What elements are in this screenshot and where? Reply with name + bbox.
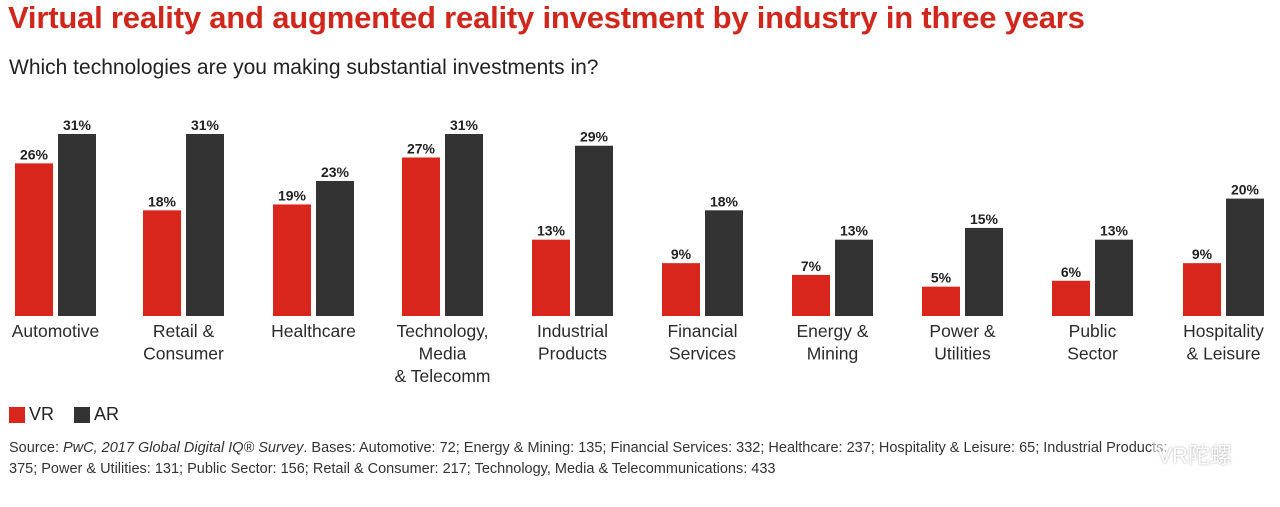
source-survey-name: PwC, 2017 Global Digital IQ® Survey (63, 440, 304, 456)
category-label-line: Services (669, 344, 736, 364)
bar-group: 9% 18% Financial Services (662, 193, 743, 364)
data-label-vr: 18% (148, 193, 177, 209)
category-label-line: Industrial (537, 321, 608, 341)
bar-vr (532, 239, 570, 316)
category-label: Hospitality & Leisure (1183, 321, 1264, 364)
category-label: Public Sector (1067, 321, 1118, 364)
data-label-ar: 20% (1231, 182, 1260, 198)
bar-vr (143, 210, 181, 316)
category-label-line: Financial (667, 321, 737, 341)
source-note: Source: PwC, 2017 Global Digital IQ® Sur… (9, 438, 1199, 480)
bar-vr (1183, 263, 1221, 316)
legend-label-vr: VR (29, 404, 55, 424)
data-label-vr: 13% (537, 223, 566, 239)
category-label-line: Public (1069, 321, 1117, 341)
legend-label-ar: AR (94, 404, 120, 424)
category-label-line: Sector (1067, 344, 1118, 364)
bar-group: 6% 13% Public Sector (1052, 223, 1133, 364)
bar-vr (273, 204, 311, 316)
category-label: Industrial Products (537, 321, 608, 364)
legend: VR AR (9, 404, 139, 425)
source-label: Source: (9, 440, 63, 456)
data-label-vr: 19% (278, 187, 307, 203)
category-label-line: Automotive (12, 321, 100, 341)
bar-ar (186, 134, 224, 316)
category-label-line: & Leisure (1187, 344, 1261, 364)
category-label-line: Mining (807, 344, 859, 364)
data-label-ar: 31% (63, 117, 92, 133)
data-label-vr: 27% (407, 140, 436, 156)
data-label-ar: 13% (1100, 223, 1129, 239)
category-label-line: Consumer (143, 344, 224, 364)
bar-ar (965, 227, 1003, 316)
data-label-ar: 29% (580, 129, 609, 145)
category-label: Energy & Mining (797, 321, 869, 364)
data-label-vr: 26% (20, 146, 49, 162)
category-label-line: Technology, (396, 321, 488, 341)
category-label-line: Healthcare (271, 321, 356, 341)
data-label-ar: 13% (840, 223, 869, 239)
bar-ar (575, 145, 613, 316)
bar-vr (15, 163, 53, 316)
bar-ar (58, 134, 96, 316)
chart-subtitle: Which technologies are you making substa… (9, 56, 599, 79)
chart-title: Virtual reality and augmented reality in… (8, 0, 1085, 35)
category-label: Technology, Media & Telecomm (395, 321, 491, 386)
bar-group: 27% 31% Technology, Media & Telecomm (395, 117, 491, 386)
bar-ar (835, 239, 873, 316)
data-label-ar: 18% (710, 193, 739, 209)
bar-chart: 26% 31% Automotive 18% 31% Retail & Consumer 19… (12, 117, 1264, 386)
data-label-vr: 5% (931, 270, 952, 286)
category-label-line: Hospitality (1183, 321, 1264, 341)
source-bases: . Bases: Automotive: 72; Energy & Mining… (9, 440, 1168, 477)
bar-group: 26% 31% Automotive (12, 117, 100, 341)
legend-item-ar: AR (74, 404, 119, 425)
bar-ar (1226, 198, 1264, 316)
legend-item-vr: VR (9, 404, 54, 425)
bar-vr (402, 157, 440, 316)
bar-ar (316, 180, 354, 316)
bar-vr (1052, 280, 1090, 316)
data-label-vr: 9% (1192, 246, 1213, 262)
bar-group: 5% 15% Power & Utilities (922, 211, 1003, 364)
category-label-line: & Telecomm (395, 366, 491, 386)
category-label: Financial Services (667, 321, 737, 364)
bar-vr (662, 263, 700, 316)
legend-swatch-ar (74, 406, 91, 423)
category-label-line: Utilities (934, 344, 991, 364)
legend-swatch-vr (9, 406, 25, 423)
bar-vr (792, 274, 830, 316)
category-label-line: Energy & (797, 321, 869, 341)
category-label-line: Retail & (153, 321, 215, 341)
bar-ar (445, 134, 483, 316)
bar-group: 18% 31% Retail & Consumer (143, 117, 224, 364)
data-label-vr: 6% (1061, 264, 1082, 280)
data-label-ar: 31% (191, 117, 220, 133)
category-label: Power & Utilities (929, 321, 995, 364)
bar-group: 7% 13% Energy & Mining (792, 223, 873, 364)
bar-ar (705, 210, 743, 316)
data-label-ar: 23% (321, 164, 350, 180)
category-label-line: Products (538, 344, 607, 364)
bar-ar (1095, 239, 1133, 316)
bar-group: 19% 23% Healthcare (271, 164, 356, 341)
category-label-line: Power & (929, 321, 995, 341)
bar-group: 9% 20% Hospitality & Leisure (1183, 182, 1264, 364)
data-label-vr: 7% (801, 258, 822, 274)
data-label-vr: 9% (671, 246, 692, 262)
data-label-ar: 15% (970, 211, 999, 227)
category-label: Retail & Consumer (143, 321, 224, 364)
category-label-line: Media (419, 344, 467, 364)
data-label-ar: 31% (450, 117, 479, 133)
watermark: VR陀螺 (1153, 438, 1236, 470)
bar-group: 13% 29% Industrial Products (532, 129, 613, 364)
category-label: Healthcare (271, 321, 356, 341)
bar-vr (922, 286, 960, 316)
category-label: Automotive (12, 321, 100, 341)
